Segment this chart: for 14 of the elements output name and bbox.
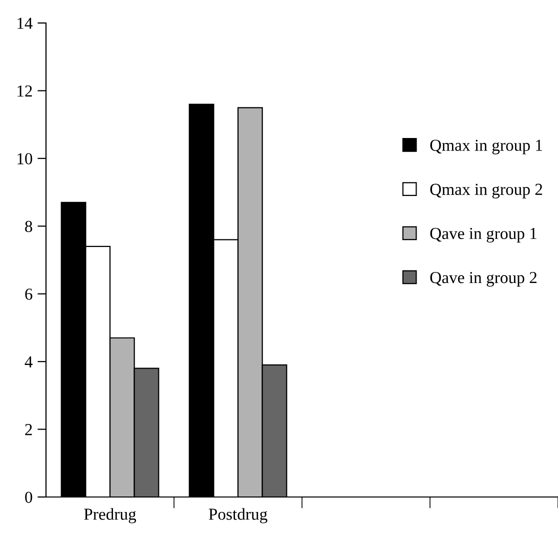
y-tick-label: 0 bbox=[25, 492, 32, 503]
y-tick-label: 10 bbox=[18, 153, 32, 164]
y-tick-label: 8 bbox=[25, 220, 32, 232]
y-tick-label: 4 bbox=[24, 356, 33, 368]
legend-label: Qave in group 1 bbox=[430, 228, 536, 243]
legend-label: Qave in group 2 bbox=[430, 272, 537, 287]
y-tick-label: 2 bbox=[25, 424, 32, 436]
y-tick-label: 6 bbox=[25, 288, 32, 300]
y-tick-label: 14 bbox=[18, 18, 33, 29]
legend-label: Qmax in group 2 bbox=[430, 184, 542, 198]
legend-label: Qmax in group 1 bbox=[430, 140, 542, 154]
y-tick-label: 12 bbox=[18, 85, 32, 96]
x-tick-label: Postdrug bbox=[208, 508, 268, 524]
x-tick-label: Predrug bbox=[84, 508, 136, 524]
